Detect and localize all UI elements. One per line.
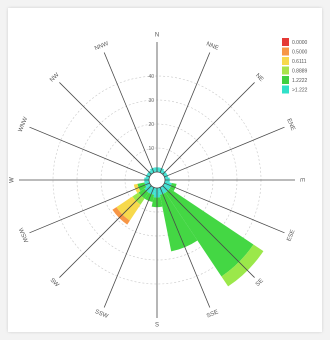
- direction-label-nne: NNE: [205, 41, 219, 51]
- radial-tick-label: 30: [148, 98, 154, 104]
- axis-labels: N NNE NE ENE E ESE SE SSE S SSW SW WSW W WNW NW NNW 10 20…: [10, 33, 305, 329]
- legend-swatch: [282, 66, 289, 75]
- axis-sse: [159, 187, 211, 308]
- wind-bar-wsw-1: [137, 182, 147, 192]
- legend-label: 0.8889: [292, 69, 308, 75]
- legend-swatch: [282, 76, 289, 84]
- wind-bar-sse-1: [159, 192, 198, 252]
- direction-label-s: S: [155, 323, 159, 329]
- axis-nnw: [103, 52, 155, 173]
- legend-label: 0.0000: [292, 40, 308, 46]
- legend-label: 0.6111: [292, 59, 307, 65]
- axis-sw: [59, 185, 152, 278]
- direction-axes: [19, 42, 295, 318]
- direction-label-e: E: [298, 178, 304, 182]
- legend-swatch: [282, 85, 289, 94]
- direction-label-wsw: WSW: [17, 227, 29, 244]
- center-hole: [148, 171, 166, 189]
- direction-label-se: SE: [255, 278, 265, 288]
- legend-swatch: [282, 47, 289, 56]
- direction-label-n: N: [155, 33, 159, 39]
- radial-tick-label: 20: [148, 122, 154, 128]
- axis-wnw: [29, 126, 150, 178]
- legend-label: 1.2222: [292, 78, 308, 84]
- legend-label: >1.222: [292, 88, 308, 94]
- axis-wsw: [29, 182, 150, 234]
- direction-label-ssw: SSW: [94, 309, 109, 320]
- wind-bars: [112, 167, 264, 287]
- axis-ssw: [103, 187, 155, 308]
- direction-label-ene: ENE: [285, 118, 295, 132]
- axis-ese: [164, 182, 285, 234]
- axis-nw: [59, 82, 152, 175]
- legend-swatch: [282, 38, 289, 46]
- legend-swatch: [282, 57, 289, 65]
- axis-ne: [162, 82, 255, 175]
- legend: 0.0000 0.5000 0.6111 0.8889 1.2222 >1.222: [282, 38, 308, 94]
- direction-label-nnw: NNW: [94, 41, 110, 52]
- axis-nne: [159, 52, 211, 173]
- wind-bar-ssw-1: [144, 192, 155, 202]
- direction-label-w: W: [10, 177, 16, 183]
- axis-se: [162, 185, 255, 278]
- direction-label-sse: SSE: [206, 309, 219, 319]
- chart-card: [8, 8, 322, 332]
- direction-label-ne: NE: [254, 73, 264, 83]
- legend-label: 0.5000: [292, 50, 308, 56]
- radial-tick-label: 10: [148, 146, 154, 152]
- axis-ene: [164, 126, 285, 178]
- radial-tick-label: 40: [148, 74, 154, 80]
- direction-label-nw: NW: [49, 72, 61, 84]
- direction-label-wnw: WNW: [18, 116, 30, 133]
- direction-label-ese: ESE: [286, 229, 296, 242]
- direction-label-sw: SW: [49, 277, 60, 288]
